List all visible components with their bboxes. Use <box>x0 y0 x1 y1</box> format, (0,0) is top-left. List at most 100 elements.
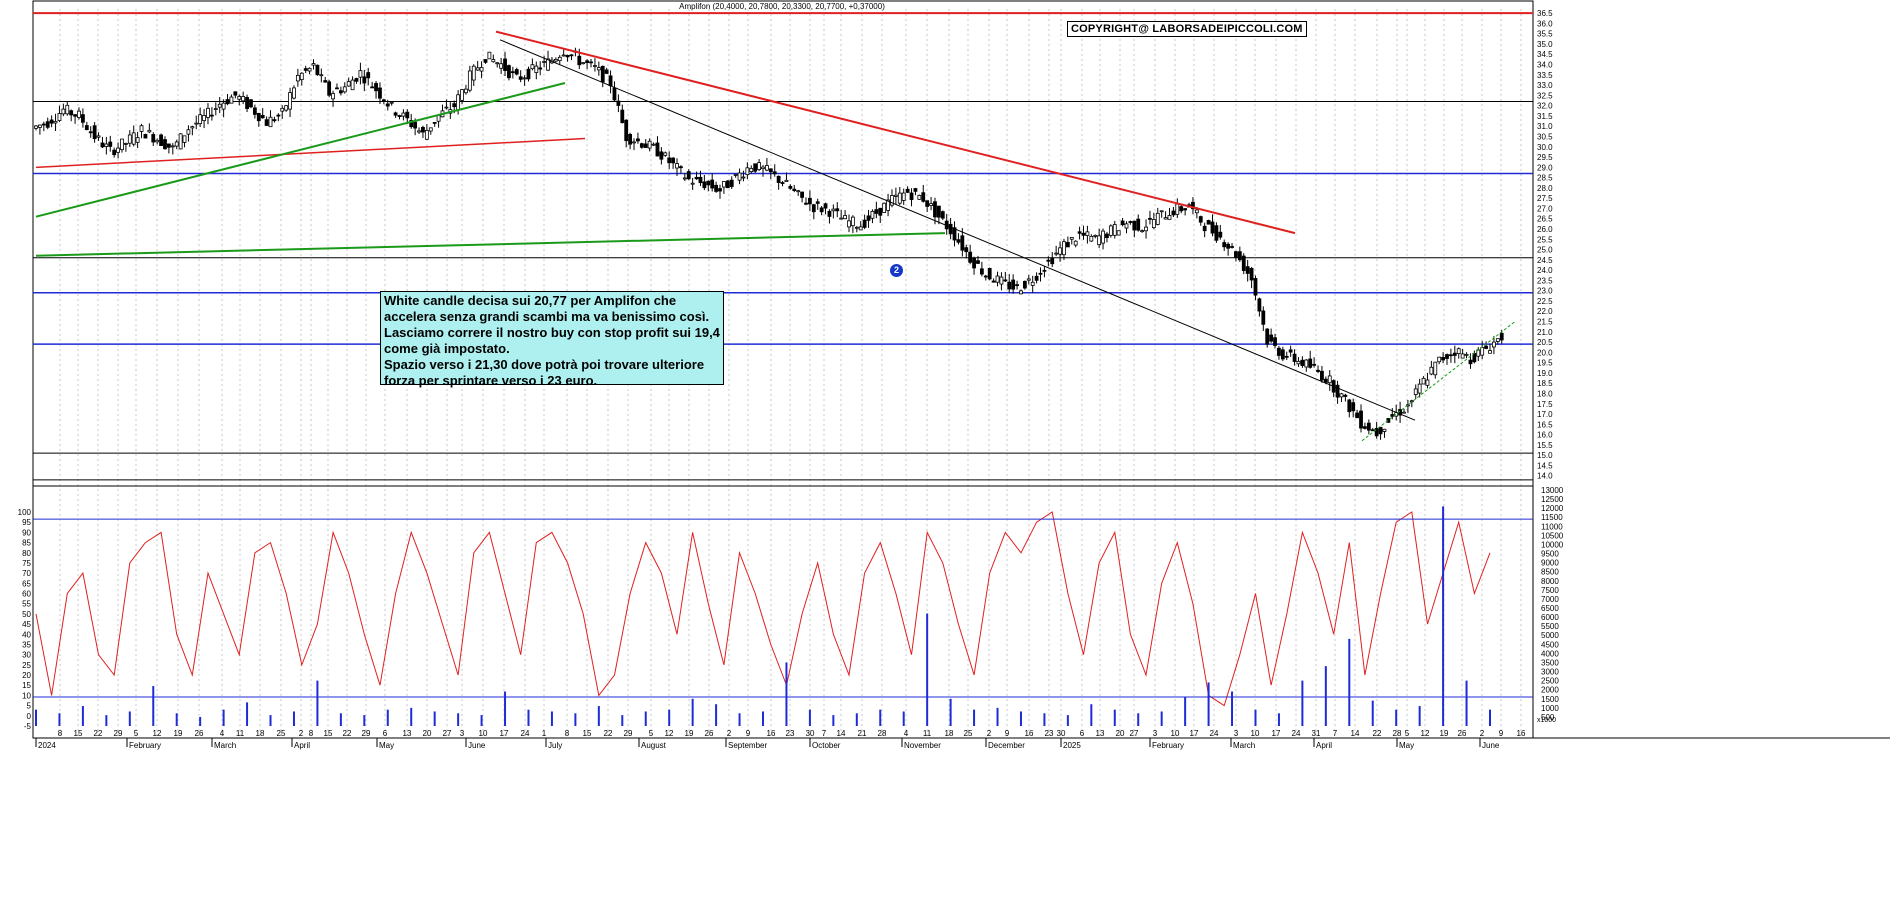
price-tick-label: 26.5 <box>1537 215 1553 224</box>
oscillator-tick-label: 45 <box>22 620 31 629</box>
month-label: April <box>1316 741 1332 750</box>
candle-body <box>335 87 339 90</box>
candle-body <box>260 115 265 119</box>
candle-body <box>1046 259 1051 262</box>
price-tick-label: 26.0 <box>1537 225 1553 234</box>
oscillator <box>33 511 1533 707</box>
day-tick-label: 28 <box>878 729 887 738</box>
day-tick-label: 29 <box>624 729 633 738</box>
candle-body <box>428 127 433 132</box>
candle-body <box>557 56 562 62</box>
candle-body <box>378 87 382 99</box>
day-tick-label: 12 <box>1421 729 1430 738</box>
candle-body <box>1058 247 1062 255</box>
candle-body <box>370 86 375 89</box>
candle-body <box>1128 221 1133 223</box>
oscillator-tick-label: 80 <box>22 549 31 558</box>
day-tick-label: 3 <box>1153 729 1158 738</box>
candle-body <box>174 141 179 147</box>
candle-body <box>761 166 765 170</box>
candle-body <box>1210 221 1215 234</box>
volume-tick-label: 5500 <box>1541 622 1559 631</box>
candle-body <box>405 111 410 119</box>
candle-body <box>1456 348 1461 354</box>
candle-body <box>694 176 699 180</box>
candle-body <box>491 59 496 63</box>
candle-body <box>1136 218 1141 231</box>
day-tick-label: 2 <box>727 729 732 738</box>
oscillator-tick-label: 20 <box>22 671 31 680</box>
candle-body <box>342 86 347 93</box>
day-tick-label: 6 <box>383 729 388 738</box>
candle-body <box>147 129 152 133</box>
candle-body <box>823 203 828 209</box>
candle-body <box>346 81 351 87</box>
candle-body <box>358 70 363 78</box>
candle-body <box>245 97 249 109</box>
level-lines <box>33 12 1533 481</box>
day-tick-label: 29 <box>114 729 123 738</box>
volume-tick-label: 6000 <box>1541 613 1559 622</box>
green-trend-line <box>35 82 566 218</box>
oscillator-tick-label: 40 <box>22 630 31 639</box>
volume-tick-label: 12000 <box>1541 504 1564 513</box>
price-tick-label: 31.0 <box>1537 122 1553 131</box>
candle-body <box>460 89 464 101</box>
candle-body <box>34 125 38 129</box>
candle-body <box>745 167 750 176</box>
candle-body <box>1437 356 1442 363</box>
price-tick-label: 35.5 <box>1537 30 1553 39</box>
day-tick-label: 15 <box>74 729 83 738</box>
candle-body <box>1257 298 1262 312</box>
price-tick-label: 27.5 <box>1537 194 1553 203</box>
day-tick-label: 23 <box>786 729 795 738</box>
day-tick-label: 21 <box>858 729 867 738</box>
candle-body <box>663 152 668 156</box>
candle-body <box>620 109 625 124</box>
month-label: February <box>1152 741 1184 750</box>
candle-body <box>792 188 797 191</box>
candle-body <box>737 172 742 181</box>
candle-body <box>272 119 277 122</box>
candle-body <box>933 201 937 218</box>
candle-body <box>538 67 543 70</box>
price-tick-label: 30.5 <box>1537 132 1553 141</box>
candle-body <box>925 200 930 207</box>
day-tick-label: 3 <box>460 729 465 738</box>
candle-body <box>596 67 601 71</box>
candle-body <box>127 134 132 144</box>
month-label: September <box>728 741 767 750</box>
candle-body <box>182 135 187 143</box>
volume-bars <box>33 506 1533 726</box>
volume-tick-label: 9500 <box>1541 550 1559 559</box>
day-tick-label: 30 <box>1057 729 1066 738</box>
volume-tick-label: 1000 <box>1541 704 1559 713</box>
candle-body <box>1206 220 1211 225</box>
candle-body <box>151 134 156 143</box>
candle-body <box>217 103 222 108</box>
candle-body <box>424 129 429 140</box>
candle-body <box>1304 359 1309 368</box>
price-tick-label: 36.5 <box>1537 9 1553 18</box>
candle-body <box>628 133 633 145</box>
candle-body <box>41 123 46 126</box>
month-label: April <box>294 741 310 750</box>
candle-body <box>702 181 707 189</box>
day-tick-label: 16 <box>1517 729 1526 738</box>
candle-body <box>135 137 140 143</box>
candle-body <box>65 104 70 115</box>
price-tick-label: 18.5 <box>1537 379 1553 388</box>
price-tick-label: 21.0 <box>1537 328 1553 337</box>
candle-body <box>714 184 718 192</box>
candle-body <box>1175 203 1180 215</box>
price-tick-label: 20.5 <box>1537 338 1553 347</box>
day-tick-label: 25 <box>277 729 286 738</box>
day-tick-label: 10 <box>1171 729 1180 738</box>
candle-body <box>722 181 726 188</box>
price-tick-label: 19.0 <box>1537 369 1553 378</box>
volume-tick-label: 13000 <box>1541 486 1564 495</box>
candle-body <box>639 143 644 148</box>
day-tick-label: 9 <box>746 729 751 738</box>
candle-body <box>123 142 128 145</box>
price-tick-label: 16.0 <box>1537 431 1553 440</box>
